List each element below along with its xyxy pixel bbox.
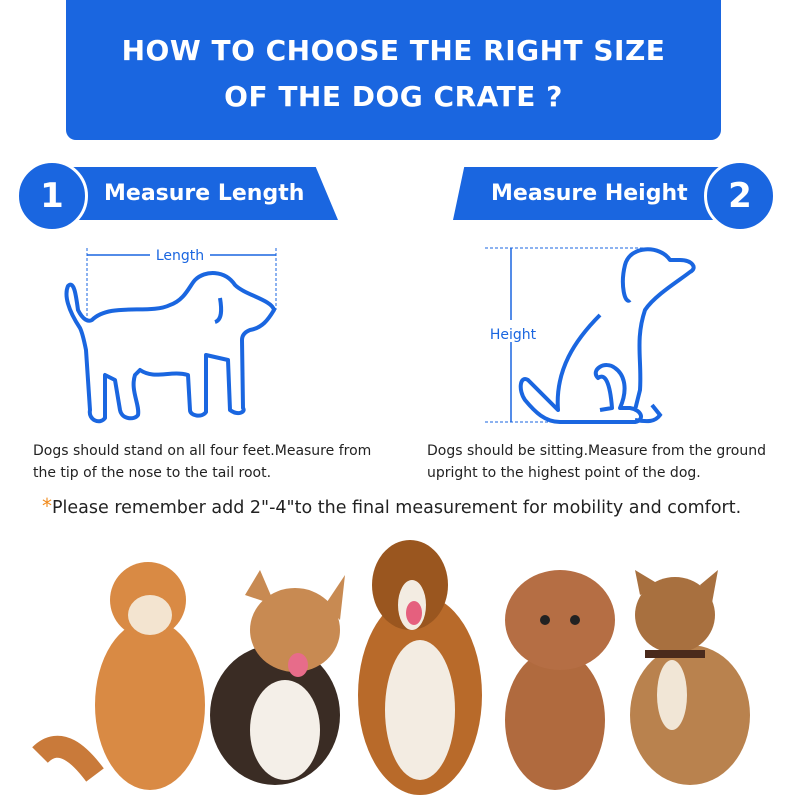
length-label: Length [156,248,204,264]
collie-photo [358,540,482,795]
step-1-description-line: Dogs should stand on all four feet.Measu… [33,443,372,459]
dog-photos [32,540,750,795]
step-2-number: 2 [704,160,776,232]
step-1-label: Measure Length [104,181,305,206]
title-line-1: HOW TO CHOOSE THE RIGHT SIZE [121,34,666,67]
height-label: Height [490,327,537,343]
french-bulldog-photo [630,570,750,785]
sitting-dog-outline-icon: Height [485,247,696,424]
title-banner: HOW TO CHOOSE THE RIGHT SIZE OF THE DOG … [66,0,721,140]
poodle-photo [505,570,615,790]
title-line-2: OF THE DOG CRATE ? [224,80,563,113]
shiba-inu-photo [32,562,205,790]
step-2-description-line: Dogs should be sitting.Measure from the … [427,443,766,459]
step-2-label: Measure Height [491,181,688,206]
mobility-note: *Please remember add 2"-4"to the final m… [42,494,741,518]
step-1-header: Measure Length [60,167,338,220]
step-1-number: 1 [16,160,88,232]
step-1-description: Dogs should stand on all four feet.Measu… [33,440,371,484]
asterisk: * [42,494,52,518]
corgi-photo [210,570,345,785]
standing-dog-outline-icon: Length [64,248,277,424]
step-2-description-line: upright to the highest point of the dog. [427,465,701,481]
step-2-description: Dogs should be sitting.Measure from the … [427,440,766,484]
step-2-header: Measure Height [453,167,733,220]
step-1-description-line: the tip of the nose to the tail root. [33,465,272,481]
note-text: Please remember add 2"-4"to the final me… [52,498,742,518]
